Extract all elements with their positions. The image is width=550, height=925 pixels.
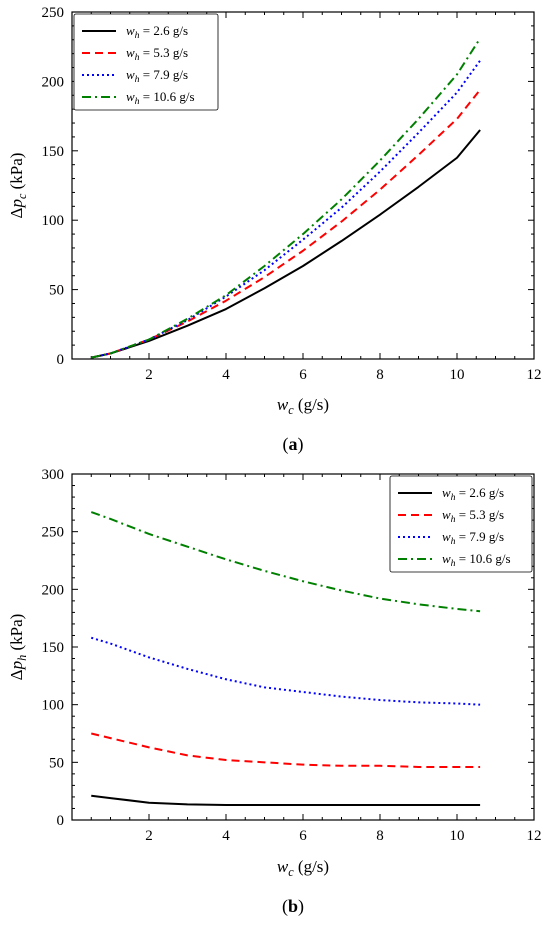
legend-entry-2: wh = 5.3 g/s (442, 507, 504, 525)
legend: wh = 2.6 g/s wh = 5.3 g/s wh = 7.9 g/s wh =… (389, 475, 533, 573)
x-tick-label: 4 (222, 367, 230, 383)
y-tick-label: 50 (49, 755, 64, 771)
y-tick-label: 150 (42, 144, 65, 160)
chart-a: 2 4 6 8 10 12 0 50 100 150 200 250 wc (g/s) Δpc (kPa)… (7, 5, 542, 455)
chart-b: 2 4 6 8 10 12 0 50 100 150 200 250 300 wc (g/s) Δph (k… (7, 467, 542, 917)
legend-entry-3: wh = 7.9 g/s (442, 529, 504, 547)
x-tick-label: 12 (527, 367, 542, 383)
x-tick-label: 2 (145, 367, 153, 383)
series-line-1 (91, 794, 481, 807)
x-tick-label: 2 (145, 828, 153, 844)
x-tick-label: 6 (299, 367, 307, 383)
y-tick-label: 200 (42, 582, 65, 598)
y-tick-label: 300 (42, 467, 65, 483)
x-tick-label: 6 (299, 828, 307, 844)
y-tick-label: 0 (57, 352, 65, 368)
figure-caption: (a) (283, 434, 304, 455)
x-tick-label: 10 (450, 367, 465, 383)
y-tick-label: 100 (42, 698, 65, 714)
series-line-2 (91, 89, 481, 359)
y-tick-label: 200 (42, 74, 65, 90)
legend-box (389, 475, 533, 573)
legend-entry-2: wh = 5.3 g/s (126, 45, 188, 63)
legend-entry-4: wh = 10.6 g/s (126, 89, 195, 107)
legend-box (73, 13, 219, 111)
x-tick-label: 8 (376, 828, 384, 844)
y-axis-label: Δpc (kPa) (7, 153, 29, 219)
y-tick-label: 250 (42, 5, 65, 21)
series-line-3 (91, 59, 481, 359)
x-tick-label: 4 (222, 828, 230, 844)
legend-entry-1: wh = 2.6 g/s (442, 485, 504, 503)
x-axis-label: wc (g/s) (277, 857, 329, 879)
y-tick-label: 50 (49, 283, 64, 299)
x-tick-label: 12 (527, 828, 542, 844)
y-axis-label: Δph (kPa) (7, 614, 29, 681)
series-line-2 (91, 732, 481, 768)
y-tick-label: 100 (42, 213, 65, 229)
series-line-4 (91, 37, 481, 359)
figure-caption: (b) (282, 896, 304, 917)
y-tick-label: 0 (57, 813, 65, 829)
x-axis-label: wc (g/s) (277, 395, 329, 417)
series-line-3 (90, 636, 481, 706)
series-line-4 (90, 511, 481, 613)
legend-entry-4: wh = 10.6 g/s (442, 551, 511, 569)
legend-entry-1: wh = 2.6 g/s (126, 23, 188, 41)
legend: wh = 2.6 g/s wh = 5.3 g/s wh = 7.9 g/s wh =… (73, 13, 219, 111)
x-tick-label: 8 (376, 367, 384, 383)
legend-entry-3: wh = 7.9 g/s (126, 67, 188, 85)
x-tick-label: 10 (450, 828, 465, 844)
series-line-1 (91, 129, 481, 359)
y-tick-label: 250 (42, 525, 65, 541)
y-tick-label: 150 (42, 640, 65, 656)
